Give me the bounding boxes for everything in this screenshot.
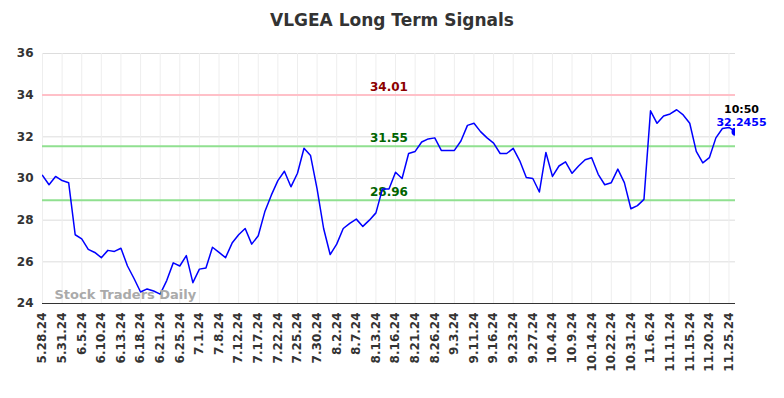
svg-text:28: 28 — [17, 213, 34, 227]
svg-text:7.22.24: 7.22.24 — [271, 313, 285, 364]
svg-text:8.26.24: 8.26.24 — [428, 313, 442, 364]
svg-text:7.17.24: 7.17.24 — [251, 313, 265, 364]
svg-text:7.30.24: 7.30.24 — [310, 313, 324, 364]
svg-text:11.6.24: 11.6.24 — [643, 313, 657, 364]
svg-text:6.13.24: 6.13.24 — [114, 313, 128, 364]
svg-text:8.7.24: 8.7.24 — [349, 313, 363, 356]
svg-text:10.31.24: 10.31.24 — [624, 313, 638, 372]
svg-text:7.1.24: 7.1.24 — [192, 313, 206, 356]
svg-text:31.55: 31.55 — [370, 131, 408, 145]
svg-text:32: 32 — [17, 130, 34, 144]
svg-text:8.13.24: 8.13.24 — [369, 313, 383, 364]
svg-text:10.14.24: 10.14.24 — [585, 313, 599, 372]
svg-text:28.96: 28.96 — [370, 185, 408, 199]
svg-text:34.01: 34.01 — [370, 80, 408, 94]
svg-text:6.10.24: 6.10.24 — [94, 313, 108, 364]
svg-text:10.4.24: 10.4.24 — [545, 313, 559, 364]
svg-text:24: 24 — [17, 296, 34, 310]
svg-text:7.12.24: 7.12.24 — [231, 313, 245, 364]
svg-text:9.16.24: 9.16.24 — [486, 313, 500, 364]
svg-text:11.20.24: 11.20.24 — [702, 313, 716, 372]
svg-text:30: 30 — [17, 171, 34, 185]
svg-text:8.16.24: 8.16.24 — [388, 313, 402, 364]
svg-text:6.21.24: 6.21.24 — [153, 313, 167, 364]
svg-text:Stock Traders Daily: Stock Traders Daily — [55, 287, 197, 302]
svg-text:5.28.24: 5.28.24 — [35, 313, 49, 364]
svg-text:9.11.24: 9.11.24 — [467, 313, 481, 364]
svg-text:7.25.24: 7.25.24 — [290, 313, 304, 364]
svg-text:9.3.24: 9.3.24 — [447, 313, 461, 356]
svg-text:6.18.24: 6.18.24 — [133, 313, 147, 364]
svg-text:9.27.24: 9.27.24 — [526, 313, 540, 364]
svg-text:9.23.24: 9.23.24 — [506, 313, 520, 364]
svg-text:10.9.24: 10.9.24 — [565, 313, 579, 364]
svg-text:11.15.24: 11.15.24 — [683, 313, 697, 372]
svg-text:11.11.24: 11.11.24 — [663, 313, 677, 372]
svg-text:8.2.24: 8.2.24 — [330, 313, 344, 356]
svg-text:10.22.24: 10.22.24 — [604, 313, 618, 372]
svg-text:5.31.24: 5.31.24 — [55, 313, 69, 364]
svg-text:26: 26 — [17, 255, 34, 269]
svg-text:36: 36 — [17, 46, 34, 60]
svg-text:6.25.24: 6.25.24 — [173, 313, 187, 364]
svg-text:6.5.24: 6.5.24 — [75, 313, 89, 356]
svg-text:8.21.24: 8.21.24 — [408, 313, 422, 364]
svg-text:7.8.24: 7.8.24 — [212, 313, 226, 356]
svg-text:32.2455: 32.2455 — [716, 116, 766, 129]
svg-text:34: 34 — [17, 88, 34, 102]
svg-text:11.25.24: 11.25.24 — [722, 313, 736, 372]
html-text:VLGEA Long Term Signals: VLGEA Long Term Signals — [270, 10, 514, 30]
svg-text:10:50: 10:50 — [724, 103, 759, 116]
